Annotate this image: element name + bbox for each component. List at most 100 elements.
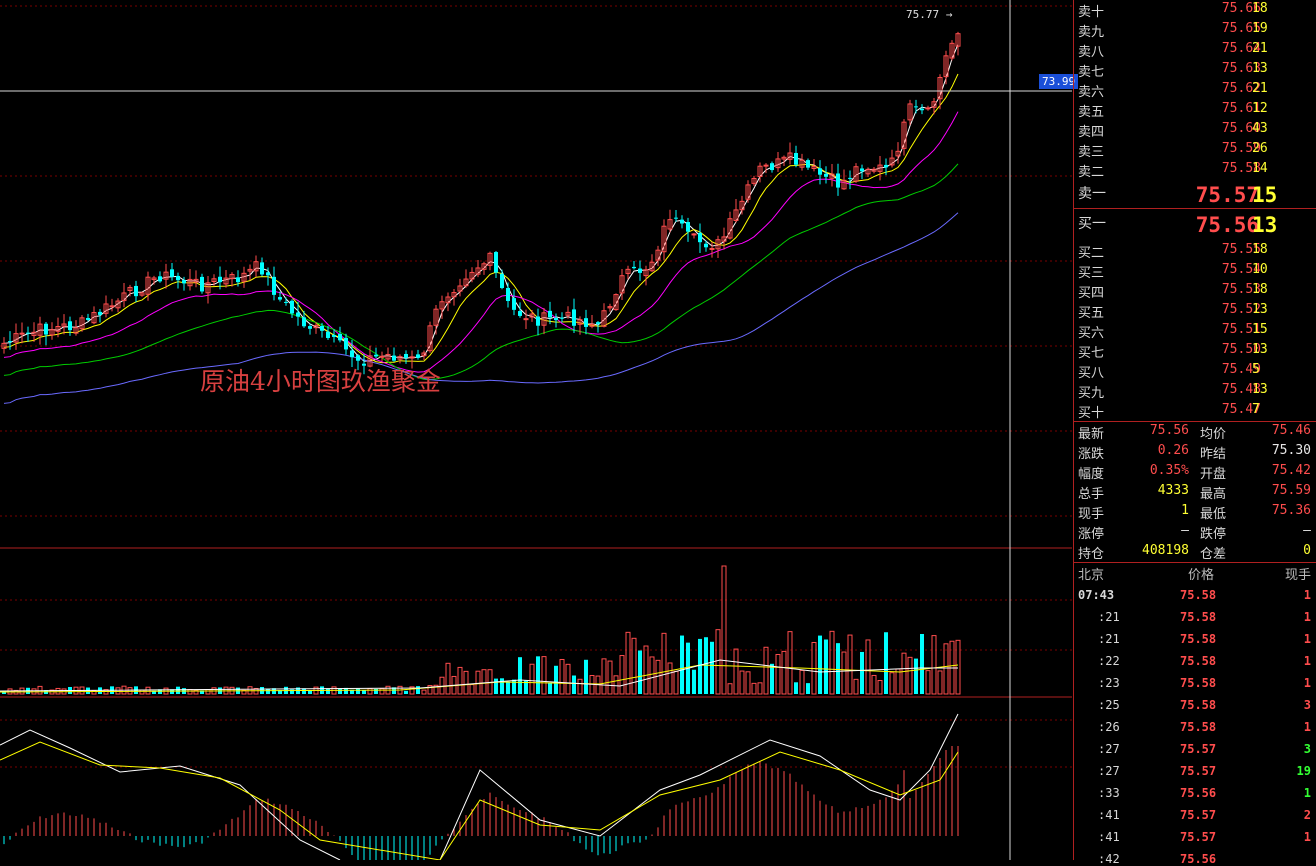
volume-bar (901, 652, 907, 695)
candle-body (541, 312, 547, 326)
candle-body (187, 278, 193, 287)
tick-qty: 1 (1303, 786, 1311, 800)
volume-bar (559, 658, 565, 695)
candle-body (560, 317, 564, 319)
level-volume: 15 (1252, 322, 1268, 337)
level-label: 买一 (1078, 216, 1106, 232)
volume-bar (145, 686, 151, 695)
tick-price: 75.58 (1180, 632, 1217, 646)
candle-body (548, 310, 552, 318)
divider (1074, 421, 1316, 422)
candle-body (739, 200, 745, 211)
volume-bar (829, 630, 835, 695)
volume-bar (500, 678, 504, 694)
candle-body (379, 355, 385, 358)
candle-body (853, 166, 859, 182)
candle-body (253, 261, 259, 272)
candle-body (356, 355, 360, 361)
candle-body (643, 269, 649, 277)
candle-body (433, 308, 439, 326)
volume-bar (457, 666, 463, 695)
candle-body (848, 177, 852, 179)
level-volume: 18 (1252, 282, 1268, 297)
candle-body (901, 121, 907, 149)
level-price: 75.61 (1221, 101, 1261, 116)
volume-bar (601, 658, 607, 695)
candle-body (296, 312, 300, 317)
kline-chart[interactable] (0, 0, 1072, 860)
tick-qty: 1 (1303, 654, 1311, 668)
candle-body (667, 219, 673, 230)
candle-body (806, 160, 810, 168)
volume-bar (655, 659, 661, 695)
candle-body (284, 301, 288, 303)
volume-bar (638, 650, 642, 694)
volume-bar (643, 645, 649, 695)
volume-bar (824, 639, 828, 694)
volume-bar (506, 681, 510, 694)
level-volume: 21 (1252, 41, 1268, 56)
candle-body (313, 325, 319, 329)
crosshair-price-tag: 73.99 (1039, 74, 1079, 89)
candle-body (937, 76, 943, 100)
volume-bar (757, 682, 763, 695)
tick-price: 75.56 (1180, 786, 1217, 800)
candle-body (619, 275, 625, 294)
volume-bar (770, 663, 774, 694)
level-price: 75.52 (1221, 302, 1261, 317)
ma-line-green (3, 163, 959, 381)
volume-bar (356, 688, 360, 694)
candle-body (86, 317, 90, 320)
candle-body (374, 354, 378, 357)
candle-body (344, 337, 348, 350)
candle-body (182, 280, 186, 284)
level-price: 75.50 (1221, 342, 1261, 357)
tick-price: 75.58 (1180, 720, 1217, 734)
volume-bar (727, 683, 733, 695)
candle-body (73, 327, 79, 334)
volume-bar (955, 639, 961, 695)
candle-body (397, 356, 403, 360)
candle-body (704, 243, 708, 248)
volume-bar (512, 679, 516, 694)
candle-body (134, 285, 138, 297)
volume-bar (536, 656, 540, 694)
volume-bar (475, 670, 481, 695)
candle-body (715, 239, 721, 250)
candle-body (841, 179, 847, 190)
tick-qty: 1 (1303, 676, 1311, 690)
tick-time: :27 (1098, 764, 1120, 778)
volume-bar (907, 656, 913, 695)
level-label: 卖六 (1078, 85, 1105, 100)
candle-body (836, 173, 840, 188)
volume-bar (427, 685, 433, 695)
volume-bar (409, 686, 415, 695)
candle-body (565, 311, 571, 316)
tick-price: 75.57 (1180, 830, 1217, 844)
tick-time: :41 (1098, 808, 1120, 822)
volume-bar (278, 690, 282, 694)
volume-bar (794, 682, 798, 694)
candle-body (463, 278, 469, 287)
candle-body (733, 209, 739, 221)
level-price: 75.63 (1221, 61, 1261, 76)
candle-body (362, 363, 366, 366)
level-volume: 43 (1252, 121, 1268, 136)
candle-body (577, 319, 583, 325)
candle-body (115, 300, 121, 309)
level-price: 75.57 (1195, 183, 1259, 207)
volume-bar (439, 676, 445, 695)
volume-bar (152, 690, 156, 694)
candle-body (247, 268, 253, 272)
volume-bar (619, 655, 625, 695)
candle-body (79, 317, 85, 330)
candle-body (794, 153, 798, 165)
volume-bar (205, 689, 211, 695)
macd-dif-line (0, 713, 959, 860)
volume-bar (421, 689, 427, 695)
candle-body (151, 277, 157, 281)
level-volume: 10 (1252, 262, 1268, 277)
candle-body (19, 332, 25, 335)
level-label: 买三 (1078, 266, 1105, 281)
candle-body (775, 158, 781, 169)
